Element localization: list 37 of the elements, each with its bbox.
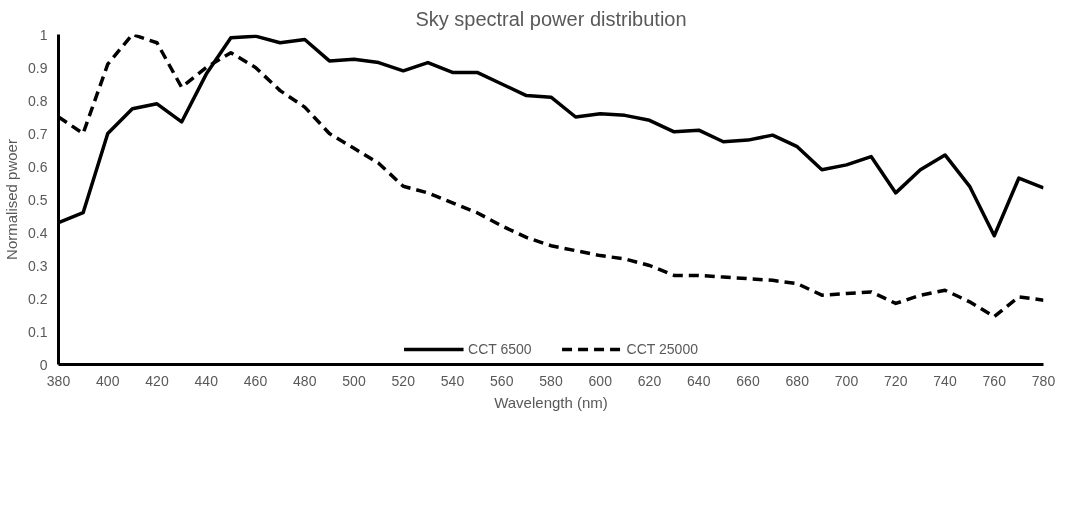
x-tick-label: 540 xyxy=(440,372,465,389)
x-tick-label: 580 xyxy=(539,372,563,389)
y-tick-label: 0.9 xyxy=(28,59,48,76)
y-tick-label: 0.1 xyxy=(28,323,48,340)
x-tick-label: 680 xyxy=(785,372,810,389)
x-tick-label: 620 xyxy=(637,372,662,389)
y-tick-label: 1 xyxy=(39,26,48,43)
x-tick-label: 520 xyxy=(391,372,416,389)
y-tick-label: 0.2 xyxy=(28,290,48,307)
x-tick-label: 440 xyxy=(194,372,219,389)
x-tick-label: 640 xyxy=(687,372,711,389)
x-tick-label: 380 xyxy=(46,372,71,389)
x-axis-title: Wavelength (nm) xyxy=(494,393,608,411)
x-tick-label: 740 xyxy=(933,372,957,389)
x-tick-label: 700 xyxy=(834,372,859,389)
y-tick-label: 0.8 xyxy=(28,92,48,109)
x-tick-label: 400 xyxy=(96,372,120,389)
x-tick-label: 500 xyxy=(342,372,366,389)
x-tick-label: 760 xyxy=(982,372,1007,389)
x-tick-label: 600 xyxy=(588,372,613,389)
y-tick-label: 0.6 xyxy=(28,158,48,175)
x-tick-label: 720 xyxy=(884,372,908,389)
x-tick-label: 460 xyxy=(243,372,268,389)
x-tick-label: 420 xyxy=(145,372,169,389)
x-tick-label: 660 xyxy=(736,372,760,389)
y-tick-label: 0 xyxy=(39,356,48,373)
y-tick-label: 0.7 xyxy=(28,125,48,142)
y-tick-label: 0.3 xyxy=(28,257,48,274)
y-tick-label: 0.4 xyxy=(28,224,48,241)
legend-label: CCT 6500 xyxy=(468,340,532,359)
y-axis-title: Normalised pwoer xyxy=(3,139,21,260)
y-tick-label: 0.5 xyxy=(28,191,48,208)
legend-label: CCT 25000 xyxy=(626,340,698,359)
x-tick-label: 560 xyxy=(490,372,514,389)
x-tick-label: 480 xyxy=(293,372,317,389)
chart-title: Sky spectral power distribution xyxy=(415,7,687,30)
x-tick-label: 780 xyxy=(1031,372,1056,389)
